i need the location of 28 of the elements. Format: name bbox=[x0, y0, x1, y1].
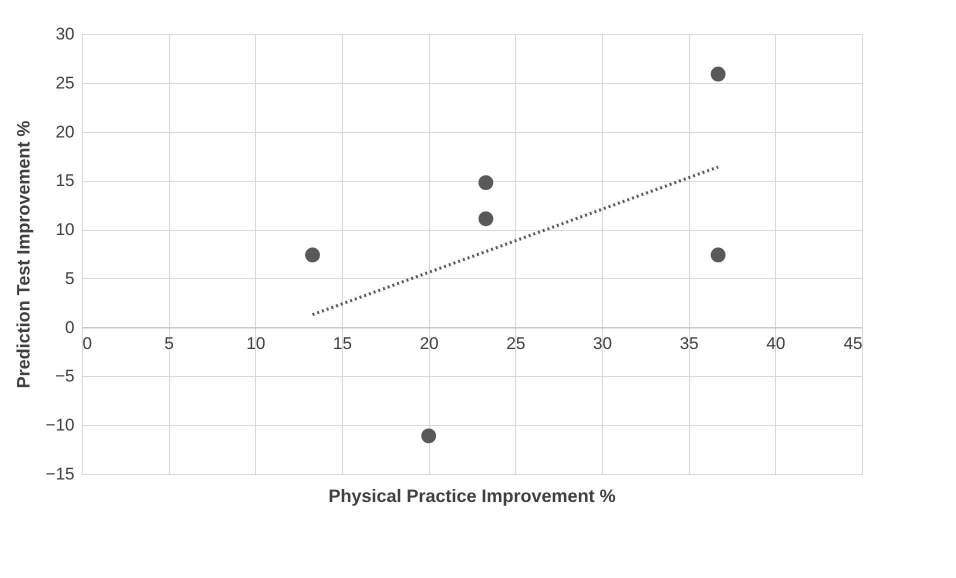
y-tick-label: 5 bbox=[65, 268, 74, 288]
x-tick-label: 35 bbox=[680, 334, 699, 353]
point bbox=[478, 175, 494, 190]
x-axis-title: Physical Practice Improvement % bbox=[328, 486, 616, 506]
x-tick-label: 5 bbox=[164, 334, 174, 353]
x-tick-label: 10 bbox=[246, 334, 266, 353]
y-tick-label: −15 bbox=[46, 464, 74, 484]
y-tick-label: 20 bbox=[56, 122, 74, 142]
y-tick-label: 15 bbox=[56, 171, 74, 190]
point bbox=[478, 211, 494, 226]
y-axis-title: Prediction Test Improvement % bbox=[14, 120, 34, 388]
point bbox=[710, 66, 726, 82]
x-tick-label: 20 bbox=[420, 334, 439, 353]
y-tick-label: −5 bbox=[55, 366, 74, 386]
y-tick-label: 30 bbox=[56, 24, 74, 44]
point bbox=[421, 428, 436, 444]
y-tick-label: −10 bbox=[46, 416, 74, 435]
x-tick-label: 0 bbox=[82, 334, 92, 353]
point bbox=[305, 248, 320, 262]
x-tick-label: 25 bbox=[506, 334, 526, 353]
y-tick-label: 10 bbox=[56, 220, 74, 240]
x-tick-label: 15 bbox=[333, 334, 352, 353]
x-tick-label: 40 bbox=[766, 334, 786, 353]
x-tick-label: 30 bbox=[593, 334, 612, 353]
x-tick-label: 45 bbox=[844, 334, 862, 353]
y-tick-label: 25 bbox=[56, 73, 74, 92]
y-tick-label: 0 bbox=[65, 318, 74, 337]
point bbox=[710, 248, 726, 262]
